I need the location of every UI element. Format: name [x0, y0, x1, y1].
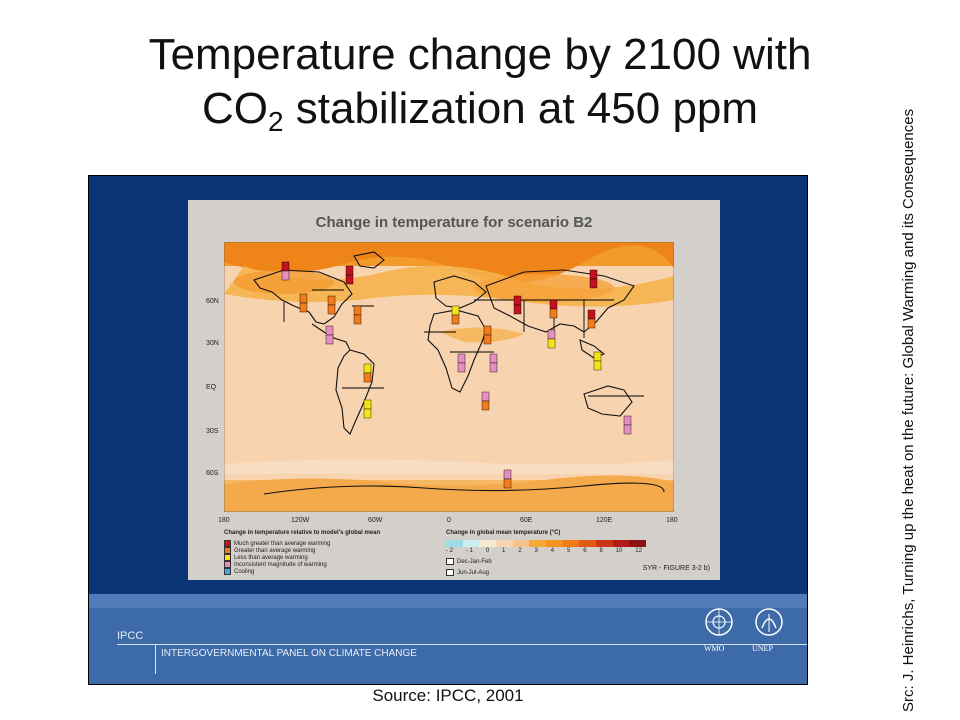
season-label: Jun-Jul-Aug — [457, 569, 490, 576]
colorbar-tick: - 2 — [446, 548, 454, 554]
lon-label: 120W — [291, 517, 310, 524]
side-credit: Src: J. Heinrichs, Turning up the heat o… — [900, 108, 917, 712]
colorbar-cell — [596, 540, 613, 547]
legend-swatch — [224, 554, 231, 561]
figure-title: Change in temperature for scenario B2 — [315, 214, 593, 231]
ipcc-figure-frame: Change in temperature for scenario B2 60… — [88, 175, 808, 685]
colorbar-cell — [546, 540, 563, 547]
lat-label: EQ — [206, 384, 217, 391]
lat-label: 30N — [206, 340, 219, 347]
lon-label: 180 — [218, 517, 230, 524]
ipcc-short-name: IPCC — [117, 630, 144, 642]
legend-item: Greater than average warming — [224, 547, 424, 554]
title-rest: stabilization at 450 ppm — [283, 84, 759, 133]
legend-label: Much greater than average warming — [234, 540, 331, 547]
slide-title: Temperature change by 2100 with CO2 stab… — [40, 28, 920, 136]
colorbar-tick: 0 — [485, 548, 490, 554]
footer-band-top — [89, 594, 807, 608]
unep-label: UNEP — [752, 644, 773, 653]
season-swatch-jja — [446, 569, 454, 576]
legend-swatch — [224, 561, 231, 568]
colorbar-cell — [479, 540, 497, 547]
colorbar-cell — [629, 540, 647, 547]
legend-label: Greater than average warming — [234, 547, 316, 554]
colorbar-cell — [462, 540, 480, 547]
legend-item: Much greater than average warming — [224, 540, 424, 547]
title-line-2: CO2 stabilization at 450 ppm — [40, 82, 920, 136]
legend-label: Cooling — [234, 568, 255, 575]
lat-label: 30S — [206, 428, 219, 435]
legend-item: Inconsistent magnitude of warming — [224, 561, 424, 568]
colorbar-cell — [529, 540, 547, 547]
lat-label: 60S — [206, 470, 219, 477]
colorbar-tick: 2 — [518, 548, 522, 554]
legend-label: Less than average warming — [234, 554, 308, 561]
colorbar-cell — [579, 540, 597, 547]
legend-item: Less than average warming — [224, 554, 424, 561]
lon-label: 120E — [596, 517, 613, 524]
colorbar-tick: 5 — [566, 548, 571, 554]
figure-number: SYR - FIGURE 3-2 b) — [642, 565, 710, 572]
ipcc-footer-band: IPCC INTERGOVERNMENTAL PANEL ON CLIMATE … — [89, 594, 807, 684]
colorbar-cell — [496, 540, 513, 547]
source-caption: Source: IPCC, 2001 — [372, 686, 524, 705]
world-temperature-map — [224, 242, 674, 512]
colorbar-tick: 4 — [550, 548, 555, 554]
figure-panel: Change in temperature for scenario B2 60… — [188, 200, 720, 580]
lon-label: 60W — [368, 517, 383, 524]
colorbar-cell — [612, 540, 630, 547]
colorbar-tick: 10 — [615, 548, 623, 554]
global-mean-legend: Change in global mean temperature (°C) -… — [446, 530, 647, 576]
lat-label: 60N — [206, 298, 219, 305]
colorbar-cell — [512, 540, 530, 547]
ipcc-long-name: INTERGOVERNMENTAL PANEL ON CLIMATE CHANG… — [161, 648, 417, 659]
colorbar-tick: - 1 — [465, 548, 473, 554]
title-line-1: Temperature change by 2100 with — [148, 30, 812, 79]
title-co: CO — [201, 84, 268, 133]
colorbar — [446, 540, 647, 547]
wmo-label: WMO — [704, 644, 725, 653]
colorbar-ticks: - 2- 1 0 1 2 3 4 5 6 8 10 12 — [446, 548, 642, 554]
footer-rule — [155, 644, 156, 674]
partner-logos: WMO UNEP — [692, 604, 802, 656]
colorbar-tick: 3 — [534, 548, 538, 554]
footer-rule — [155, 644, 807, 645]
colorbar-tick: 12 — [635, 548, 642, 554]
season-item: Dec-Jan-Feb — [446, 558, 646, 565]
colorbar-cell — [446, 540, 463, 547]
colorbar-cell — [562, 540, 580, 547]
lon-label: 60E — [520, 517, 533, 524]
season-item: Jun-Jul-Aug — [446, 569, 646, 576]
legend-swatch — [224, 547, 231, 554]
legend-label: Inconsistent magnitude of warming — [234, 561, 327, 568]
footer-rule — [117, 644, 155, 645]
lon-label: 0 — [447, 517, 451, 524]
legend-swatch — [224, 568, 231, 575]
legend-item: Cooling — [224, 568, 424, 575]
legend-left-title: Change in temperature relative to model'… — [224, 530, 381, 536]
season-label: Dec-Jan-Feb — [457, 558, 492, 565]
title-subscript: 2 — [267, 106, 284, 137]
colorbar-tick: 6 — [583, 548, 587, 554]
wmo-unep-emblem-icon — [705, 608, 783, 636]
colorbar-tick: 1 — [502, 548, 506, 554]
colorbar-tick: 8 — [599, 548, 603, 554]
legend-right-title: Change in global mean temperature (°C) — [446, 530, 561, 536]
lon-label: 180 — [666, 517, 678, 524]
season-swatch-djf — [446, 558, 454, 565]
regional-change-legend: Change in temperature relative to model'… — [224, 530, 424, 575]
legend-swatch — [224, 540, 231, 547]
